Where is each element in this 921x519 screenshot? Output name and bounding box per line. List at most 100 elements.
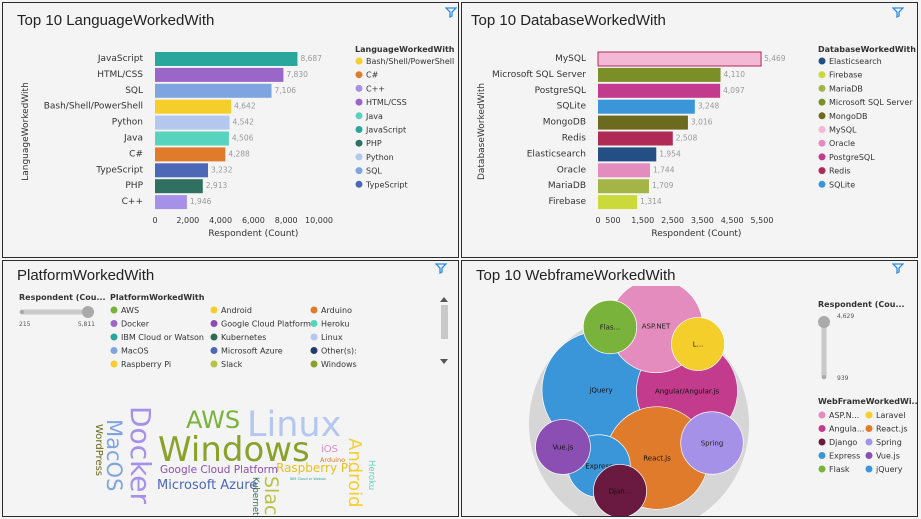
funnel-filter-icon[interactable]: [435, 263, 447, 274]
legend-item[interactable]: Microsoft Azure: [221, 347, 283, 356]
word-cloud-word[interactable]: Arduino: [320, 456, 345, 464]
bubble[interactable]: [535, 419, 591, 475]
legend-item[interactable]: Kubernetes: [221, 333, 266, 342]
word-cloud-word[interactable]: Windows: [158, 430, 310, 470]
legend-item[interactable]: HTML/CSS: [366, 98, 407, 107]
legend-item[interactable]: Laravel: [876, 411, 905, 420]
legend-item[interactable]: MongoDB: [829, 112, 868, 121]
legend-swatch[interactable]: [818, 126, 826, 133]
legend-swatch[interactable]: [210, 306, 218, 314]
legend-item[interactable]: Django: [829, 438, 857, 447]
legend-swatch[interactable]: [355, 98, 363, 106]
legend-swatch[interactable]: [355, 167, 363, 175]
word-cloud-word[interactable]: Slack: [260, 476, 282, 517]
legend-item[interactable]: Oracle: [829, 139, 855, 148]
word-cloud-word[interactable]: Kubernetes: [250, 477, 260, 517]
legend-swatch[interactable]: [210, 320, 218, 327]
bar[interactable]: [155, 99, 232, 114]
legend-swatch[interactable]: [355, 126, 363, 133]
legend-item[interactable]: Redis: [829, 167, 851, 176]
legend-swatch[interactable]: [210, 347, 218, 354]
word-cloud-word[interactable]: Heroku: [366, 460, 376, 490]
legend-item[interactable]: Spring: [876, 438, 902, 447]
legend-swatch[interactable]: [310, 360, 318, 368]
legend-swatch[interactable]: [110, 320, 118, 327]
funnel-filter-icon[interactable]: [445, 7, 457, 18]
word-cloud-word[interactable]: IBM Cloud or Watson: [290, 477, 326, 481]
legend-swatch[interactable]: [818, 71, 826, 79]
legend-item[interactable]: PostgreSQL: [829, 153, 875, 162]
legend-swatch[interactable]: [355, 139, 363, 147]
legend-swatch[interactable]: [110, 333, 118, 341]
legend-item[interactable]: Vue.js: [876, 452, 900, 461]
legend-item[interactable]: MariaDB: [829, 84, 863, 93]
bar[interactable]: [155, 83, 272, 98]
word-cloud-word[interactable]: Docker: [124, 406, 157, 505]
legend-swatch[interactable]: [818, 438, 826, 446]
bar[interactable]: [155, 195, 187, 210]
bar[interactable]: [155, 163, 209, 178]
legend-item[interactable]: Linux: [321, 333, 343, 342]
legend-item[interactable]: Elasticsearch: [829, 57, 882, 66]
legend-swatch[interactable]: [818, 452, 826, 459]
bar[interactable]: [598, 99, 695, 114]
bar[interactable]: [155, 67, 284, 82]
legend-item[interactable]: Google Cloud Platform: [221, 320, 311, 329]
word-cloud-word[interactable]: AWS: [186, 406, 240, 434]
bar[interactable]: [598, 67, 721, 82]
word-cloud-word[interactable]: MacOS: [102, 419, 126, 491]
legend-swatch[interactable]: [310, 333, 318, 341]
legend-item[interactable]: MacOS: [121, 347, 149, 356]
bar[interactable]: [155, 52, 298, 66]
legend-item[interactable]: Python: [366, 153, 394, 162]
legend-swatch[interactable]: [210, 360, 218, 368]
legend-item[interactable]: PHP: [366, 139, 382, 148]
legend-swatch[interactable]: [865, 425, 873, 432]
legend-swatch[interactable]: [355, 71, 363, 79]
legend-item[interactable]: jQuery: [875, 465, 903, 474]
legend-item[interactable]: JavaScript: [365, 126, 406, 135]
funnel-filter-icon[interactable]: [892, 7, 904, 18]
legend-swatch[interactable]: [865, 465, 873, 473]
legend-swatch[interactable]: [355, 112, 363, 120]
legend-item[interactable]: Express: [829, 452, 860, 461]
word-cloud-word[interactable]: Raspberry Pi: [276, 461, 351, 475]
legend-swatch[interactable]: [355, 57, 363, 65]
legend-swatch[interactable]: [865, 411, 873, 419]
legend-swatch[interactable]: [818, 425, 826, 432]
legend-item[interactable]: Java: [365, 112, 383, 121]
legend-swatch[interactable]: [310, 347, 318, 354]
legend-swatch[interactable]: [310, 306, 318, 314]
legend-item[interactable]: Flask: [829, 465, 850, 474]
legend-item[interactable]: ASP.N...: [829, 411, 859, 420]
legend-swatch[interactable]: [818, 411, 826, 419]
word-cloud-word[interactable]: Microsoft Azure: [157, 478, 257, 493]
legend-swatch[interactable]: [818, 465, 826, 473]
legend-swatch[interactable]: [865, 438, 873, 446]
word-cloud-word[interactable]: Android: [344, 438, 365, 508]
word-cloud-word[interactable]: Linux: [247, 405, 341, 445]
legend-item[interactable]: Microsoft SQL Server: [829, 98, 913, 107]
bar[interactable]: [598, 179, 649, 194]
word-cloud-word[interactable]: WordPress: [93, 424, 104, 476]
legend-item[interactable]: AWS: [121, 306, 139, 315]
legend-swatch[interactable]: [818, 84, 826, 92]
legend-item[interactable]: Bash/Shell/PowerShell: [366, 57, 454, 66]
legend-swatch[interactable]: [865, 452, 873, 459]
legend-item[interactable]: Angula...: [829, 425, 864, 434]
funnel-filter-icon[interactable]: [892, 263, 904, 274]
legend-item[interactable]: Android: [221, 306, 252, 315]
legend-item[interactable]: Other(s):: [321, 347, 357, 356]
legend-swatch[interactable]: [110, 360, 118, 368]
legend-item[interactable]: C#: [366, 71, 379, 80]
bar[interactable]: [598, 195, 638, 210]
legend-swatch[interactable]: [110, 306, 118, 314]
legend-swatch[interactable]: [355, 84, 363, 92]
legend-swatch[interactable]: [818, 112, 826, 120]
legend-swatch[interactable]: [818, 139, 826, 147]
legend-item[interactable]: MySQL: [829, 126, 857, 135]
legend-swatch[interactable]: [210, 333, 218, 341]
legend-swatch[interactable]: [818, 153, 826, 161]
bar[interactable]: [155, 179, 203, 194]
bubble[interactable]: [593, 464, 647, 517]
